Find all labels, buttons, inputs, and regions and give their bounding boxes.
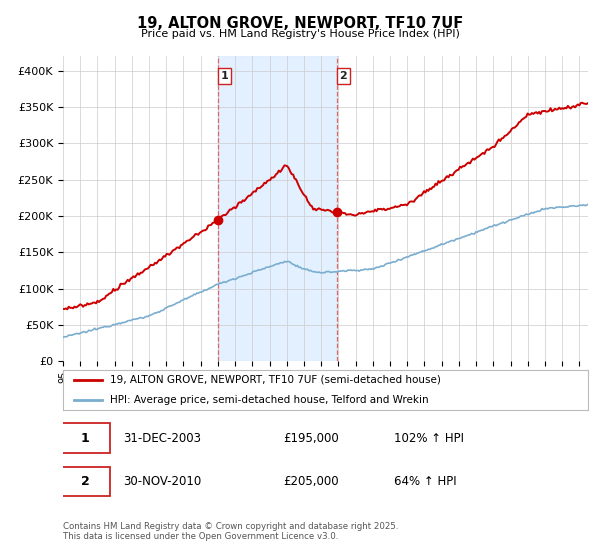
FancyBboxPatch shape [61,423,110,453]
Text: 2: 2 [340,71,347,81]
Text: HPI: Average price, semi-detached house, Telford and Wrekin: HPI: Average price, semi-detached house,… [110,395,429,405]
Text: Contains HM Land Registry data © Crown copyright and database right 2025.
This d: Contains HM Land Registry data © Crown c… [63,522,398,542]
Text: 64% ↑ HPI: 64% ↑ HPI [394,475,457,488]
FancyBboxPatch shape [61,466,110,496]
Text: 1: 1 [221,71,228,81]
Text: 19, ALTON GROVE, NEWPORT, TF10 7UF (semi-detached house): 19, ALTON GROVE, NEWPORT, TF10 7UF (semi… [110,375,441,385]
Text: 102% ↑ HPI: 102% ↑ HPI [394,432,464,445]
Text: 19, ALTON GROVE, NEWPORT, TF10 7UF: 19, ALTON GROVE, NEWPORT, TF10 7UF [137,16,463,31]
Text: 30-NOV-2010: 30-NOV-2010 [124,475,202,488]
Bar [218,56,337,361]
Text: Price paid vs. HM Land Registry's House Price Index (HPI): Price paid vs. HM Land Registry's House … [140,29,460,39]
Text: 31-DEC-2003: 31-DEC-2003 [124,432,202,445]
Text: £205,000: £205,000 [284,475,339,488]
Text: £195,000: £195,000 [284,432,339,445]
Text: 2: 2 [80,475,89,488]
Text: 1: 1 [80,432,89,445]
